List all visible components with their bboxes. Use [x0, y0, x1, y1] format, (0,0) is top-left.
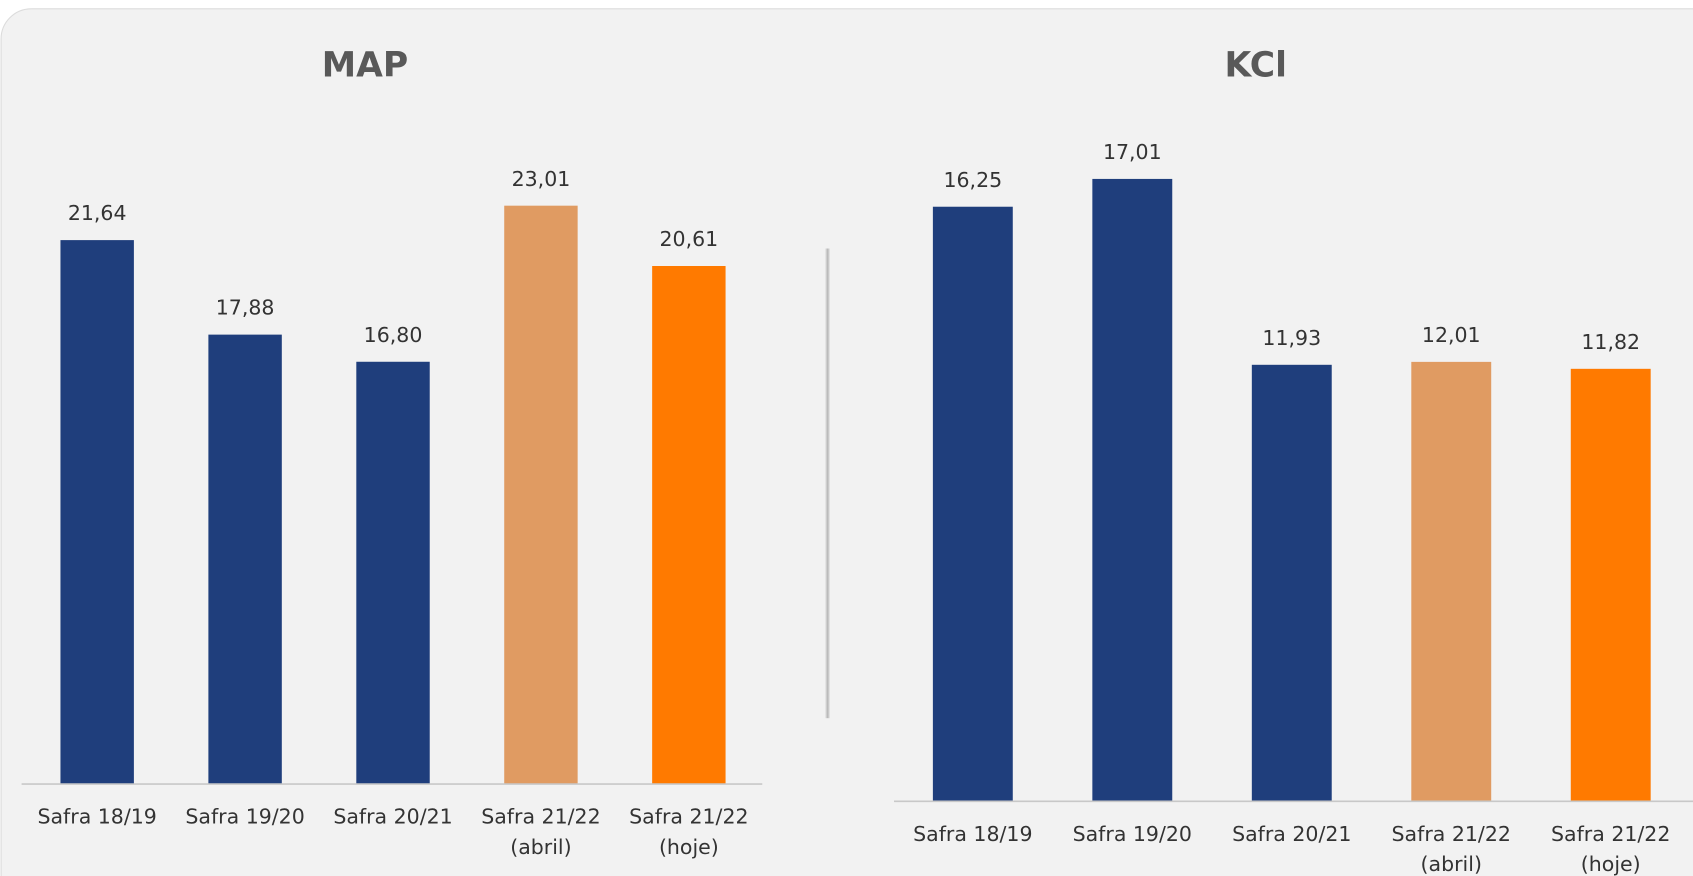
bar [1570, 368, 1651, 802]
data-label: 16,80 [364, 323, 423, 347]
data-label: 20,61 [660, 227, 719, 251]
data-label: 21,64 [68, 201, 127, 225]
chart-title: KCl [1225, 46, 1287, 86]
separator [824, 248, 831, 719]
x-tick-label: Safra 18/19 [37, 805, 156, 829]
bar [1092, 178, 1173, 802]
bar [208, 334, 282, 785]
data-label: 12,01 [1422, 323, 1481, 347]
x-tick-label: Safra 19/20 [185, 805, 304, 829]
x-tick-label: Safra 19/20 [1073, 822, 1192, 846]
bar [652, 265, 726, 785]
data-label: 11,93 [1262, 326, 1321, 350]
bar [504, 205, 578, 785]
x-tick-label: Safra 21/22 (hoje) [629, 805, 748, 859]
bar [60, 240, 134, 785]
data-label: 11,82 [1581, 330, 1640, 354]
data-label: 17,88 [216, 296, 275, 320]
bar [1411, 361, 1492, 802]
x-tick-label: Safra 21/22 (hoje) [1551, 822, 1670, 876]
data-label: 17,01 [1103, 140, 1162, 164]
x-tick-label: Safra 20/21 [333, 805, 452, 829]
bar [356, 361, 430, 785]
bar [932, 206, 1013, 802]
data-label: 16,25 [943, 168, 1002, 192]
x-tick-label: Safra 21/22 (abril) [481, 805, 600, 859]
bar [1251, 364, 1332, 802]
x-tick-label: Safra 18/19 [913, 822, 1032, 846]
data-label: 23,01 [512, 167, 571, 191]
chart-title: MAP [322, 46, 408, 86]
x-tick-label: Safra 20/21 [1232, 822, 1351, 846]
x-tick-label: Safra 21/22 (abril) [1392, 822, 1511, 876]
